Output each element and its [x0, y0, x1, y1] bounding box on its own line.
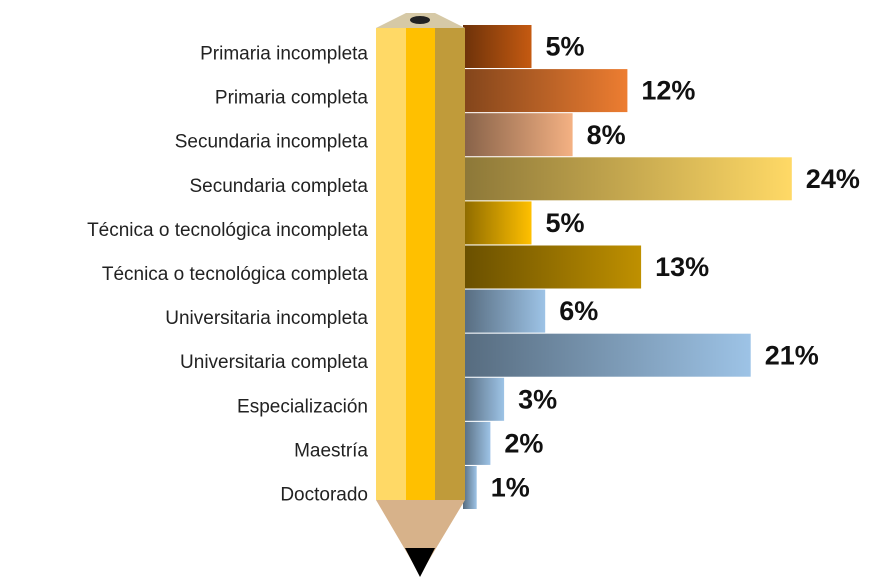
y-tick-label: Primaria incompleta — [200, 44, 368, 65]
y-tick-label: Secundaria completa — [190, 176, 369, 197]
value-label: 2% — [504, 429, 543, 459]
value-label: 24% — [806, 164, 860, 194]
value-label: 5% — [546, 32, 585, 62]
bar-shade — [463, 333, 751, 377]
value-label: 5% — [546, 208, 585, 238]
value-label: 1% — [491, 473, 530, 503]
value-label: 3% — [518, 384, 557, 414]
y-tick-label: Universitaria completa — [180, 352, 368, 373]
pencil — [376, 13, 465, 577]
pencil-stripe — [406, 28, 435, 500]
value-label: 6% — [559, 296, 598, 326]
y-tick-label: Especialización — [237, 396, 368, 417]
y-tick-label: Primaria completa — [215, 88, 369, 109]
bar-shade — [463, 245, 642, 289]
value-label: 12% — [641, 76, 695, 106]
pencil-hole — [410, 16, 430, 24]
bars — [463, 25, 792, 509]
bar-shade — [463, 289, 546, 333]
value-label: 13% — [655, 252, 709, 282]
y-tick-label: Doctorado — [280, 485, 368, 506]
pencil-lead — [405, 548, 435, 577]
y-tick-label: Secundaria incompleta — [175, 132, 369, 153]
bar-shade — [463, 157, 792, 201]
pencil-stripe — [376, 28, 406, 500]
bar-shade — [463, 25, 532, 68]
bar-shade — [463, 466, 477, 509]
value-label: 21% — [765, 340, 819, 370]
bar-shade — [463, 69, 628, 113]
bar-shade — [463, 377, 505, 421]
y-tick-label: Maestría — [294, 440, 368, 461]
bar-shade — [463, 201, 532, 245]
bar-shade — [463, 113, 573, 157]
value-label: 8% — [587, 120, 626, 150]
bar-shade — [463, 421, 491, 465]
y-tick-label: Técnica o tecnológica incompleta — [87, 220, 368, 241]
pencil-stripe — [435, 28, 465, 500]
y-tick-label: Universitaria incompleta — [165, 308, 368, 329]
pencil-wood — [376, 500, 465, 575]
y-tick-label: Técnica o tecnológica completa — [102, 264, 369, 285]
